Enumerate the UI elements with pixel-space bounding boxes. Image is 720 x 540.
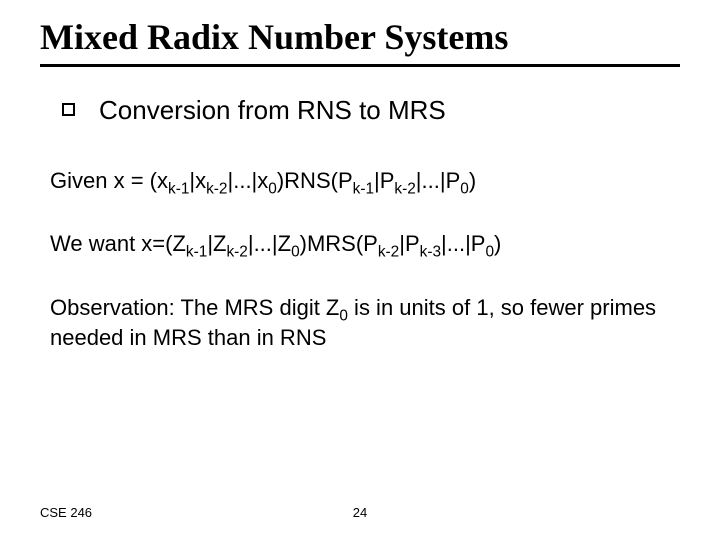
bullet-square-icon (62, 103, 75, 116)
footer-left: CSE 246 (40, 505, 253, 520)
bullet-text: Conversion from RNS to MRS (99, 95, 446, 126)
slide-footer: CSE 246 24 (40, 505, 680, 520)
title-underline (40, 64, 680, 67)
footer-right (467, 505, 680, 520)
bullet-item: Conversion from RNS to MRS (62, 95, 680, 126)
want-line: We want x=(Zk-1|Zk-2|...|Z0)MRS(Pk-2|Pk-… (50, 229, 680, 259)
given-line: Given x = (xk-1|xk-2|...|x0)RNS(Pk-1|Pk-… (50, 166, 680, 196)
given-prefix: Given (50, 168, 114, 193)
slide-title: Mixed Radix Number Systems (40, 18, 680, 58)
given-expr: x = (xk-1|xk-2|...|x0)RNS(Pk-1|Pk-2|...|… (114, 168, 477, 193)
slide-body: Given x = (xk-1|xk-2|...|x0)RNS(Pk-1|Pk-… (40, 166, 680, 353)
observation-line: Observation: The MRS digit Z0 is in unit… (50, 293, 680, 352)
slide: Mixed Radix Number Systems Conversion fr… (0, 0, 720, 540)
footer-page-number: 24 (253, 505, 466, 520)
